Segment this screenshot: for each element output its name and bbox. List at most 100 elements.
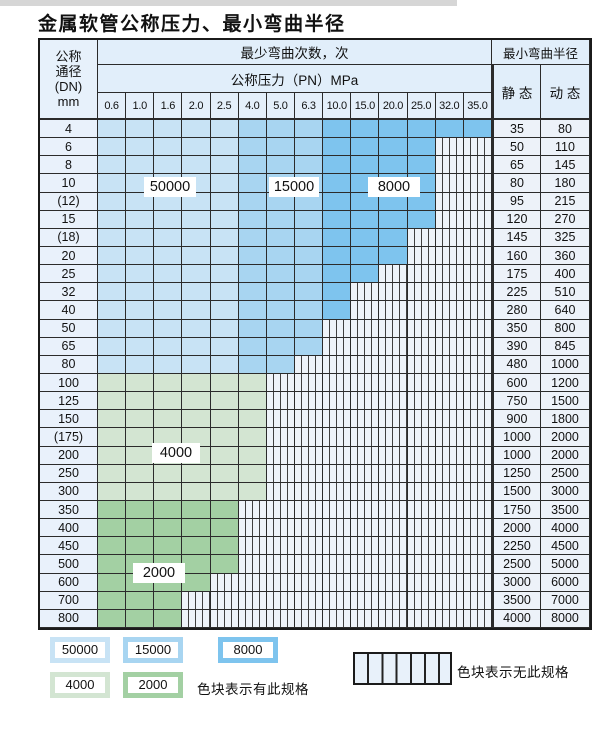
cycle-count-label: 2000 xyxy=(133,563,185,583)
spec-cell xyxy=(379,156,408,175)
dn-label: 15 xyxy=(40,210,98,229)
pressure-tick: 2.0 xyxy=(182,93,211,120)
spec-cell xyxy=(182,500,211,520)
static-value: 3000 xyxy=(491,573,541,592)
spec-cell xyxy=(323,228,352,247)
spec-cell xyxy=(266,283,295,302)
spec-cell xyxy=(182,120,211,139)
no-spec-cell xyxy=(435,192,464,211)
no-spec-cell xyxy=(463,210,492,229)
scan-edge-strip xyxy=(0,0,457,6)
no-spec-cell xyxy=(435,555,464,574)
header-dn: 公称 通径 (DN) mm xyxy=(40,40,98,120)
no-spec-cell xyxy=(294,410,324,429)
spec-cell xyxy=(210,283,239,302)
spec-cell xyxy=(126,482,155,501)
dn-label: (175) xyxy=(40,428,98,447)
no-spec-cell xyxy=(463,337,492,356)
no-spec-cell xyxy=(266,609,295,628)
no-spec-cell xyxy=(351,355,380,374)
no-spec-cell xyxy=(238,519,267,538)
no-spec-cell xyxy=(351,555,380,574)
dn-label: (12) xyxy=(40,192,98,211)
no-spec-cell xyxy=(238,591,267,610)
pressure-tick: 6.3 xyxy=(294,93,324,120)
spec-cell xyxy=(126,337,155,356)
no-spec-cell xyxy=(463,464,492,483)
spec-cell xyxy=(182,228,211,247)
no-spec-cell xyxy=(435,500,464,520)
no-spec-cell xyxy=(294,464,324,483)
spec-cell xyxy=(182,373,211,393)
spec-cell xyxy=(294,265,324,284)
no-spec-cell xyxy=(294,609,324,628)
no-spec-cell xyxy=(238,609,267,628)
dynamic-value: 510 xyxy=(540,283,590,302)
spec-cell xyxy=(238,392,267,411)
no-spec-cell xyxy=(435,410,464,429)
spec-cell xyxy=(266,301,295,320)
spec-cell xyxy=(210,500,239,520)
spec-cell xyxy=(238,319,267,338)
spec-cell xyxy=(182,192,211,211)
no-spec-cell xyxy=(323,573,352,592)
dynamic-value: 400 xyxy=(540,265,590,284)
spec-cell xyxy=(210,537,239,556)
spec-cell xyxy=(154,246,183,266)
dynamic-value: 180 xyxy=(540,174,590,193)
dn-label: 32 xyxy=(40,283,98,302)
pressure-tick: 2.5 xyxy=(210,93,239,120)
spec-cell xyxy=(98,609,127,628)
spec-cell xyxy=(210,120,239,139)
spec-cell xyxy=(266,246,295,266)
spec-cell xyxy=(98,174,127,193)
no-spec-cell xyxy=(351,283,380,302)
no-spec-cell xyxy=(407,265,436,284)
no-spec-cell xyxy=(294,373,324,393)
static-value: 80 xyxy=(491,174,541,193)
no-spec-cell xyxy=(407,337,436,356)
no-spec-cell xyxy=(435,228,464,247)
spec-cell xyxy=(210,265,239,284)
spec-cell xyxy=(126,265,155,284)
spec-cell xyxy=(98,410,127,429)
spec-cell xyxy=(210,138,239,157)
no-spec-cell xyxy=(351,410,380,429)
no-spec-cell xyxy=(435,138,464,157)
no-spec-cell xyxy=(351,573,380,592)
static-value: 390 xyxy=(491,337,541,356)
spec-cell xyxy=(379,228,408,247)
static-value: 2250 xyxy=(491,537,541,556)
dynamic-value: 1000 xyxy=(540,355,590,374)
no-spec-cell xyxy=(266,555,295,574)
no-spec-cell xyxy=(407,428,436,447)
spec-cell xyxy=(126,591,155,610)
no-spec-cell xyxy=(407,591,436,610)
static-value: 900 xyxy=(491,410,541,429)
no-spec-cell xyxy=(379,573,408,592)
spec-cell xyxy=(154,464,183,483)
spec-cell xyxy=(182,464,211,483)
no-spec-cell xyxy=(435,174,464,193)
no-spec-cell xyxy=(351,464,380,483)
spec-cell xyxy=(154,500,183,520)
no-spec-cell xyxy=(379,500,408,520)
spec-cell xyxy=(98,446,127,465)
static-value: 2000 xyxy=(491,519,541,538)
no-spec-cell xyxy=(351,337,380,356)
spec-cell xyxy=(351,210,380,229)
legend-swatch-value: 2000 xyxy=(128,677,178,693)
no-spec-cell xyxy=(407,319,436,338)
spec-cell xyxy=(238,174,267,193)
spec-cell xyxy=(210,355,239,374)
no-spec-cell xyxy=(323,428,352,447)
spec-cell xyxy=(351,246,380,266)
no-spec-cell xyxy=(463,591,492,610)
spec-cell xyxy=(266,138,295,157)
spec-cell xyxy=(238,428,267,447)
legend-swatch: 50000 xyxy=(50,637,110,663)
spec-cell xyxy=(98,500,127,520)
static-value: 280 xyxy=(491,301,541,320)
static-value: 600 xyxy=(491,373,541,393)
no-spec-cell xyxy=(435,373,464,393)
